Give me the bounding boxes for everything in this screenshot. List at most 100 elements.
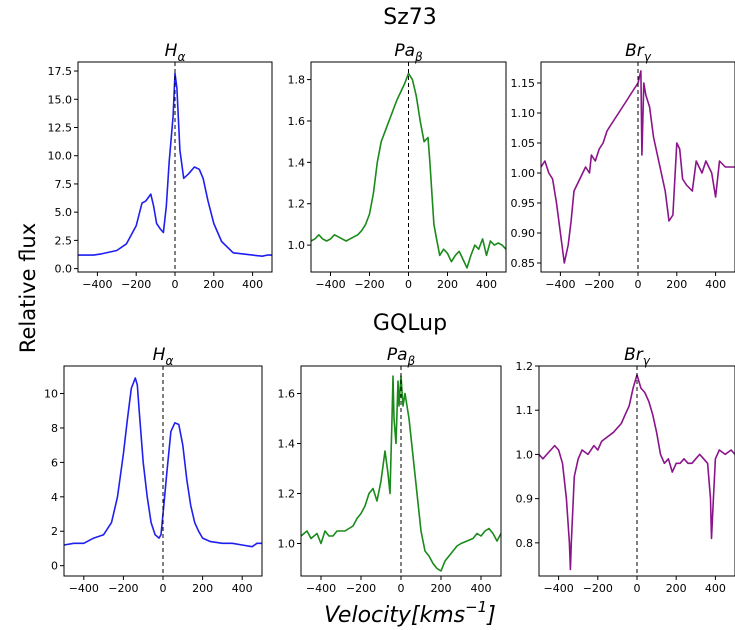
y-tick-label: 10.0	[48, 150, 73, 163]
x-tick-label: −200	[346, 582, 376, 595]
y-tick-label: 1.05	[511, 137, 536, 150]
x-tick-label: 0	[398, 582, 405, 595]
panel-title-2: Brγ	[625, 41, 652, 64]
x-tick-label: 0	[172, 278, 179, 291]
x-tick-label: 200	[203, 278, 224, 291]
y-tick-label: 0.0	[55, 263, 73, 276]
y-tick-label: 0.8	[516, 537, 534, 550]
series-line-5	[538, 373, 735, 571]
y-axis-label: Relative flux	[16, 223, 40, 353]
y-tick-label: 1.00	[511, 167, 536, 180]
y-tick-label: 6	[51, 456, 58, 469]
panel-title-3: Hα	[153, 345, 174, 368]
x-tick-label: 400	[705, 278, 726, 291]
x-tick-label: −400	[543, 582, 573, 595]
panel-title-base: Pa	[387, 345, 408, 365]
y-tick-label: 2	[51, 525, 58, 538]
x-tick-label: 0	[405, 278, 412, 291]
x-tick-label: −200	[583, 582, 613, 595]
y-tick-label: 1.2	[288, 198, 306, 211]
y-tick-label: 1.2	[278, 488, 296, 501]
panel-title-4: Paβ	[387, 345, 416, 368]
x-axis-label-main: Velocity[kms	[324, 603, 465, 628]
panel-title-5: Brγ	[624, 345, 651, 368]
x-tick-label: −400	[545, 278, 575, 291]
panel-title-base: H	[153, 345, 166, 365]
x-tick-label: −400	[306, 582, 336, 595]
y-tick-label: 2.5	[55, 234, 73, 247]
panel-title-subscript: β	[407, 354, 416, 368]
x-tick-label: 400	[476, 278, 497, 291]
panel-title-subscript: β	[414, 50, 423, 64]
x-tick-label: 0	[634, 582, 641, 595]
y-tick-label: 1.4	[288, 156, 306, 169]
series-line-3	[63, 377, 262, 548]
x-tick-label: −400	[315, 278, 345, 291]
series-line-4	[300, 375, 502, 572]
y-tick-label: 1.0	[516, 448, 534, 461]
panel-4: Paβ −400 −200 0 200 400 1.0 1.2 1.4 1.6	[278, 345, 502, 595]
x-tick-label: 0	[635, 278, 642, 291]
y-tick-label: 0.95	[511, 197, 536, 210]
y-tick-label: 10	[44, 388, 58, 401]
panel-2: Brγ −400 −200 0 200 400 0.85 0.90 0.95 1.00 1.05 1.…	[511, 41, 735, 291]
panel-5: Brγ −400 −200 0 200 400 0.8 0.9 1.0 1.1 1.2	[516, 345, 735, 595]
x-tick-label: −200	[108, 582, 138, 595]
y-tick-label: 15.0	[48, 93, 73, 106]
panel-title-base: Br	[624, 345, 644, 365]
x-tick-label: 400	[232, 582, 253, 595]
y-tick-label: 0.9	[516, 493, 534, 506]
panel-title-0: Hα	[165, 41, 186, 64]
y-tick-label: 1.0	[278, 538, 296, 551]
panel-1: Paβ −400 −200 0 200 400 1.0 1.2 1.4 1.6 1.8	[288, 41, 507, 291]
panels: Hα−400 −200 0 200 4000.02.55.07.510.012.515.…	[44, 41, 735, 595]
x-axis-label-exponent: −1	[465, 598, 487, 616]
panel-title-subscript: α	[177, 50, 185, 64]
y-tick-label: 0	[51, 560, 58, 573]
y-tick-label: 0.90	[511, 227, 536, 240]
y-tick-label: 4	[51, 491, 58, 504]
panel-3: Hα −400 −200 0 200 400 0 2 4 6 8 10	[44, 345, 263, 595]
y-tick-label: 1.10	[511, 107, 536, 120]
panel-title-subscript: γ	[643, 354, 651, 368]
x-tick-label: −200	[584, 278, 614, 291]
series-line-1	[310, 72, 507, 269]
y-tick-label: 0.85	[511, 257, 536, 270]
y-tick-label: 12.5	[48, 121, 73, 134]
y-tick-label: 1.6	[288, 115, 306, 128]
group-title-sz73: Sz73	[383, 5, 437, 30]
y-tick-label: 1.0	[288, 239, 306, 252]
x-tick-label: 200	[192, 582, 213, 595]
x-tick-label: 200	[666, 278, 687, 291]
x-tick-label: −400	[82, 278, 112, 291]
x-tick-label: 200	[437, 278, 458, 291]
panel-title-base: Br	[625, 41, 645, 61]
x-tick-label: 400	[471, 582, 492, 595]
panel-0: Hα −400 −200 0 200 400 0.0 2.5 5.0 7.5 10.0 12.5 15.…	[48, 41, 273, 291]
x-tick-label: −400	[69, 582, 99, 595]
panel-title-base: Pa	[394, 41, 415, 61]
x-tick-label: −200	[121, 278, 151, 291]
x-axis-label: Velocity[kms−1]	[324, 598, 496, 628]
y-tick-label: 1.6	[278, 388, 296, 401]
series-line-0	[78, 72, 272, 258]
x-tick-label: −200	[354, 278, 384, 291]
y-tick-label: 7.5	[55, 178, 73, 191]
y-tick-label: 8	[51, 422, 58, 435]
panel-title-base: H	[165, 41, 178, 61]
x-tick-label: 400	[242, 278, 263, 291]
x-tick-label: 200	[666, 582, 687, 595]
x-axis-label-end: ]	[486, 603, 496, 628]
x-tick-label: 200	[431, 582, 452, 595]
y-tick-label: 1.8	[288, 74, 306, 87]
y-tick-label: 1.15	[511, 77, 536, 90]
group-title-gqlup: GQLup	[373, 311, 447, 336]
y-tick-label: 1.2	[516, 360, 534, 373]
panel-title-subscript: α	[165, 354, 173, 368]
y-tick-label: 1.1	[516, 404, 534, 417]
x-tick-label: 400	[705, 582, 726, 595]
panel-title-subscript: γ	[644, 50, 652, 64]
y-tick-label: 5.0	[55, 206, 73, 219]
panel-title-1: Paβ	[394, 41, 423, 64]
y-tick-label: 17.5	[48, 65, 73, 78]
